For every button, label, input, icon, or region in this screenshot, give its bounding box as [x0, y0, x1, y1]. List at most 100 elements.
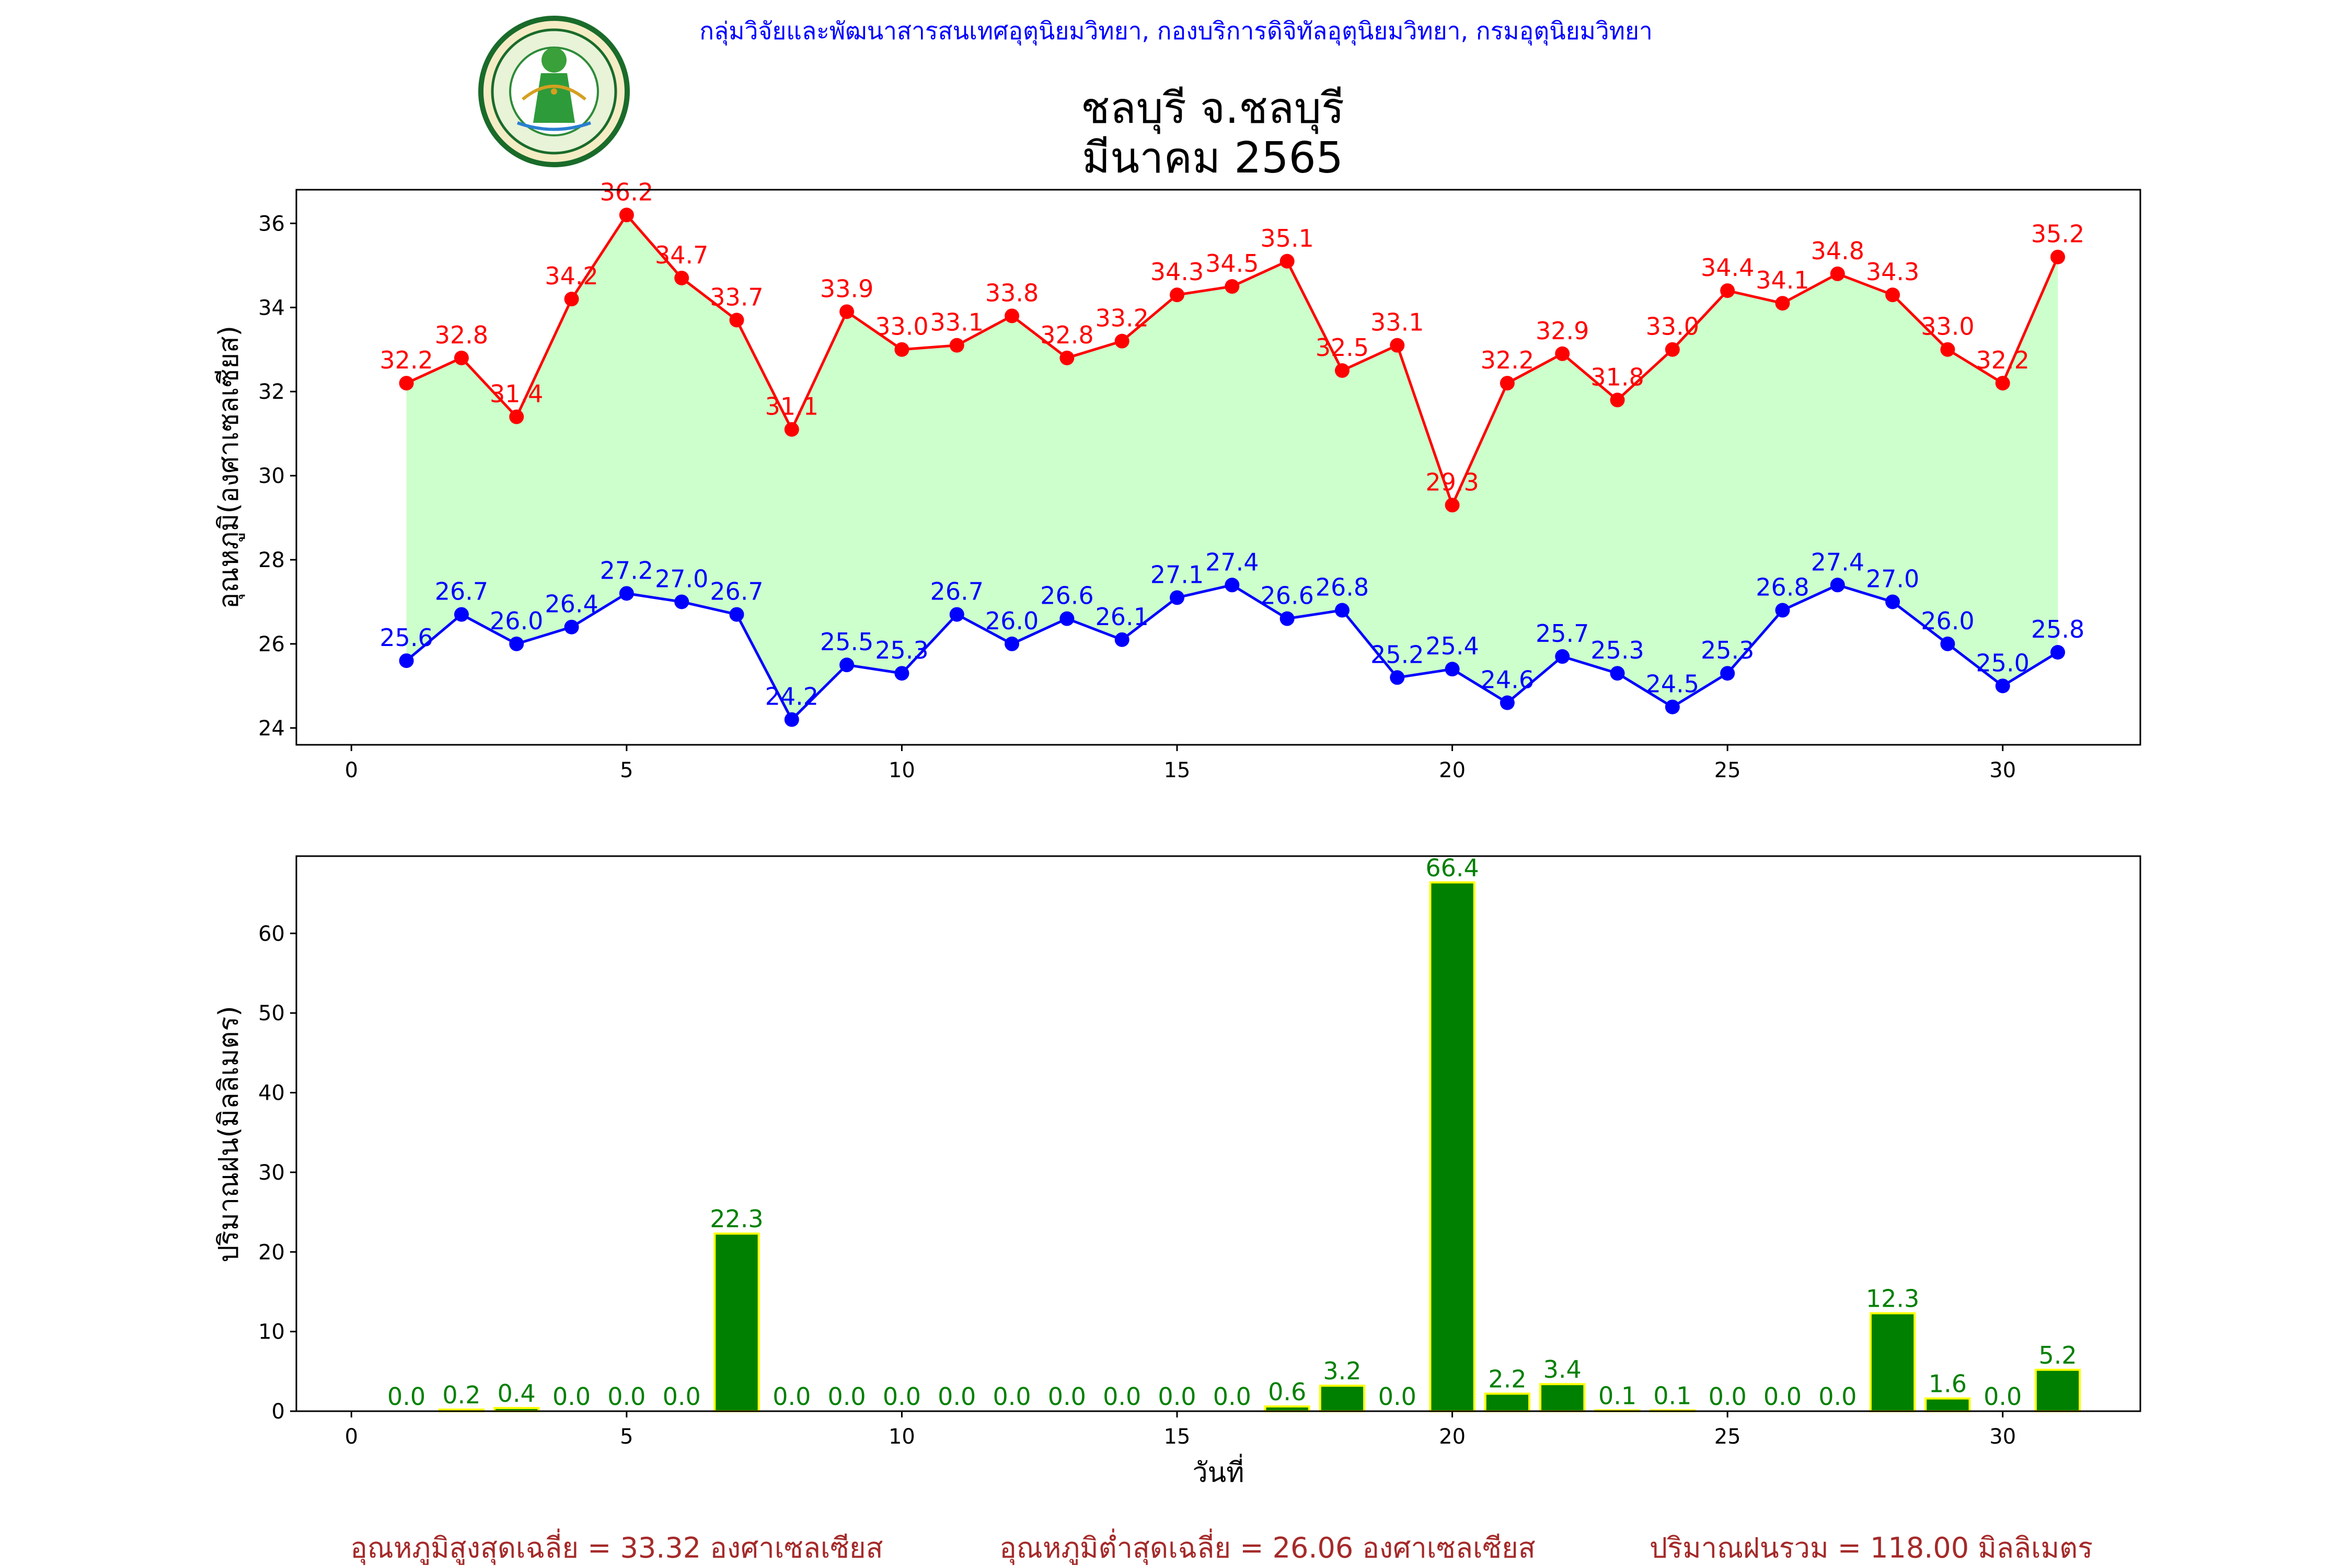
max-temperature-label: 33.0 — [1921, 313, 1974, 341]
max-temperature-point — [1170, 287, 1185, 303]
rainfall-value-label: 0.0 — [1984, 1382, 2022, 1411]
temperature-y-tick-label: 32 — [258, 380, 285, 404]
max-temperature-point — [1665, 342, 1680, 357]
max-temperature-point — [1445, 498, 1460, 513]
min-temperature-label: 26.7 — [930, 578, 984, 606]
rainfall-value-label: 0.0 — [1213, 1382, 1251, 1411]
rainfall-x-tick-label: 25 — [1714, 1425, 1741, 1449]
rainfall-value-label: 0.1 — [1598, 1381, 1636, 1410]
min-temperature-point — [1830, 578, 1845, 593]
rainfall-bar — [1539, 1383, 1586, 1412]
min-temperature-label: 26.6 — [1040, 582, 1093, 610]
chart-title-line1: ชลบุรี จ.ชลบุรี — [1081, 84, 1344, 134]
max-temperature-point — [949, 338, 964, 353]
max-temperature-point — [1610, 393, 1625, 408]
max-temperature-label: 33.2 — [1095, 304, 1148, 332]
max-temperature-label: 33.0 — [1646, 313, 1699, 341]
max-temperature-point — [1995, 376, 2010, 391]
temperature-x-tick-label: 30 — [1989, 758, 2016, 782]
rainfall-bar — [1924, 1397, 1971, 1413]
max-temperature-label: 34.1 — [1756, 266, 1809, 294]
rainfall-y-tick-label: 20 — [258, 1240, 285, 1264]
min-temperature-point — [674, 594, 689, 609]
rainfall-value-label: 0.0 — [663, 1382, 701, 1411]
temperature-range-fill — [406, 215, 2058, 720]
rainfall-bar — [1484, 1392, 1531, 1413]
min-temperature-point — [1500, 695, 1515, 710]
max-temperature-label: 32.9 — [1536, 317, 1589, 345]
rainfall-plot-frame — [295, 855, 2141, 1412]
max-temperature-point — [674, 270, 689, 285]
max-temperature-label: 32.2 — [379, 346, 433, 374]
min-temperature-label: 27.0 — [655, 564, 708, 593]
min-temperature-label: 26.8 — [1756, 573, 1809, 602]
max-temperature-label: 32.2 — [1976, 346, 2030, 374]
rainfall-value-label: 0.0 — [1048, 1382, 1086, 1411]
min-temperature-point — [1390, 670, 1405, 685]
min-temperature-label: 25.7 — [1536, 619, 1589, 648]
max-temperature-point — [564, 292, 579, 307]
footer-total-rain: ปริมาณฝนรวม = 118.00 มิลลิเมตร — [1650, 1531, 2093, 1564]
rainfall-bar — [1319, 1385, 1366, 1412]
rainfall-value-label: 0.0 — [773, 1382, 811, 1411]
max-temperature-label: 34.5 — [1205, 249, 1259, 278]
min-temperature-point — [1059, 611, 1075, 626]
min-temperature-point — [1279, 611, 1295, 626]
max-temperature-label: 31.8 — [1590, 363, 1644, 391]
max-temperature-point — [729, 313, 744, 328]
min-temperature-point — [564, 619, 579, 635]
rainfall-y-tick-label: 10 — [258, 1320, 285, 1344]
min-temperature-point — [1225, 578, 1240, 593]
rainfall-value-label: 0.0 — [1763, 1382, 1802, 1411]
min-temperature-label: 26.7 — [435, 578, 488, 606]
max-temperature-point — [894, 342, 909, 357]
min-temperature-point — [1665, 699, 1680, 714]
rainfall-x-tick-label: 20 — [1439, 1425, 1466, 1449]
temperature-y-tick-label: 24 — [258, 717, 285, 741]
rainfall-value-label: 3.4 — [1543, 1355, 1582, 1383]
max-temperature-point — [1279, 253, 1295, 269]
min-temperature-line — [405, 583, 2059, 722]
min-temperature-point — [839, 658, 855, 673]
rainfall-y-tick-label: 0 — [272, 1400, 285, 1424]
max-temperature-point — [2050, 249, 2066, 264]
max-temperature-label: 32.5 — [1316, 333, 1369, 362]
min-temperature-point — [1720, 666, 1735, 681]
min-temperature-point — [1885, 594, 1900, 609]
min-temperature-label: 27.1 — [1150, 560, 1204, 589]
min-temperature-label: 25.6 — [379, 624, 433, 652]
rainfall-value-label: 0.0 — [387, 1382, 425, 1411]
rainfall-bar — [2034, 1368, 2081, 1413]
min-temperature-label: 27.4 — [1811, 548, 1864, 576]
rainfall-y-axis-label: ปริมาณฝน(มิลลิเมตร) — [213, 1006, 245, 1262]
max-temperature-label: 31.1 — [765, 393, 818, 421]
max-temperature-label: 29.3 — [1425, 468, 1479, 496]
max-temperature-point — [1005, 308, 1020, 324]
min-temperature-point — [1775, 603, 1790, 618]
max-temperature-label: 35.2 — [2031, 220, 2084, 248]
footer-avg-min: อุณหภูมิต่ำสุดเฉลี่ย = 26.06 องศาเซลเซีย… — [999, 1528, 1535, 1565]
rainfall-x-tick-label: 30 — [1989, 1425, 2016, 1449]
min-temperature-label: 24.2 — [765, 683, 818, 711]
max-temperature-point — [1885, 287, 1900, 303]
temperature-x-tick-label: 5 — [620, 758, 633, 782]
rainfall-value-label: 0.0 — [1103, 1382, 1141, 1411]
rainfall-x-tick-label: 0 — [345, 1425, 358, 1449]
min-temperature-point — [2050, 645, 2066, 660]
min-temperature-label: 24.6 — [1481, 666, 1534, 694]
min-temperature-label: 26.4 — [545, 590, 598, 618]
rainfall-value-label: 2.2 — [1488, 1365, 1526, 1393]
max-temperature-point — [1334, 363, 1350, 378]
max-temperature-point — [619, 207, 634, 223]
temperature-x-tick-label: 20 — [1439, 758, 1466, 782]
max-temperature-label: 33.9 — [820, 274, 873, 303]
min-temperature-label: 26.0 — [490, 607, 543, 635]
rainfall-y-tick-label: 40 — [258, 1081, 285, 1105]
max-temperature-label: 33.7 — [710, 283, 763, 311]
rainfall-x-tick-label: 15 — [1164, 1425, 1191, 1449]
min-temperature-point — [509, 636, 524, 651]
min-temperature-label: 27.2 — [600, 556, 653, 584]
min-temperature-point — [729, 607, 744, 622]
